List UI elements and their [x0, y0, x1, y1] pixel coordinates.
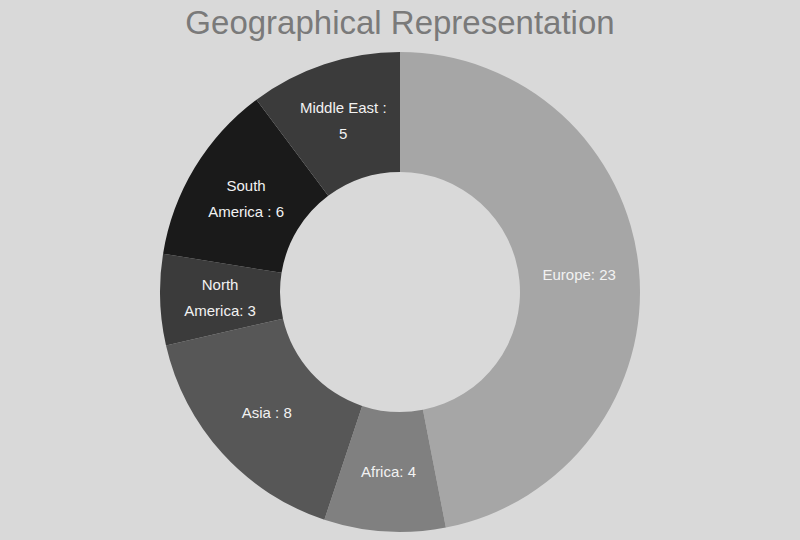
slice — [166, 319, 362, 520]
data-label-line: Africa: 4 — [361, 463, 416, 480]
slice — [400, 52, 640, 528]
slice — [256, 52, 400, 196]
background — [0, 0, 800, 540]
data-labels: Europe: 23 Africa: 4 Asia : 8 North America:… — [184, 99, 616, 479]
data-label: Middle East : 5 — [300, 99, 387, 142]
data-label: Africa: 4 — [361, 463, 416, 480]
data-label-line: South — [226, 177, 265, 194]
data-label: South America : 6 — [208, 177, 284, 220]
data-label-line: Asia : 8 — [242, 404, 292, 421]
chart: Geographical Representation Europe: 23 Afr… — [0, 0, 800, 540]
data-label-line: Europe: 23 — [542, 266, 615, 283]
data-label: Europe: 23 — [542, 266, 615, 283]
data-label-line: 5 — [339, 125, 347, 142]
data-label: Asia : 8 — [242, 404, 292, 421]
data-label-line: North — [202, 276, 239, 293]
data-label-line: Middle East : — [300, 99, 387, 116]
title: Geographical Representation — [185, 4, 614, 41]
data-label-line: America: 3 — [184, 302, 256, 319]
donut — [160, 52, 640, 532]
data-label: North America: 3 — [184, 276, 256, 319]
data-label-line: America : 6 — [208, 203, 284, 220]
